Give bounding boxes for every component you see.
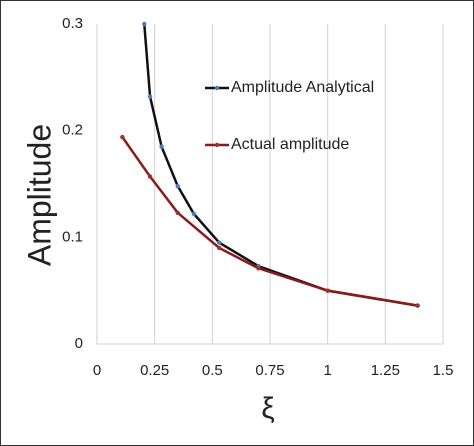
data-point xyxy=(217,240,222,245)
y-axis-label: Amplitude xyxy=(21,124,57,266)
data-point xyxy=(120,134,125,140)
data-point xyxy=(147,174,153,179)
y-tick-label: 0.1 xyxy=(62,228,83,245)
x-tick-label: 0 xyxy=(93,362,101,379)
x-tick-label: 1 xyxy=(323,362,331,379)
data-point xyxy=(175,183,180,189)
data-point xyxy=(159,144,164,149)
data-point xyxy=(191,211,197,217)
legend-marker xyxy=(214,85,220,91)
x-tick-label: 1.25 xyxy=(371,362,400,379)
legend-label: Actual amplitude xyxy=(231,136,349,153)
y-tick-label: 0 xyxy=(75,335,83,352)
x-axis-label: ξ xyxy=(261,392,274,425)
x-tick-label: 1.5 xyxy=(433,362,454,379)
x-tick-label: 0.75 xyxy=(255,362,284,379)
data-point xyxy=(175,210,180,215)
x-tick-label: 0.25 xyxy=(140,362,169,379)
legend-label: Amplitude Analytical xyxy=(231,79,374,96)
data-point xyxy=(325,288,330,293)
y-tick-label: 0.3 xyxy=(62,15,83,32)
y-tick-label: 0.2 xyxy=(62,122,83,139)
x-tick-label: 0.5 xyxy=(202,362,223,379)
data-point xyxy=(217,245,222,251)
legend-marker xyxy=(214,142,220,148)
data-point xyxy=(415,303,420,308)
data-point xyxy=(256,266,261,271)
data-point xyxy=(147,94,153,99)
data-point xyxy=(142,21,147,27)
